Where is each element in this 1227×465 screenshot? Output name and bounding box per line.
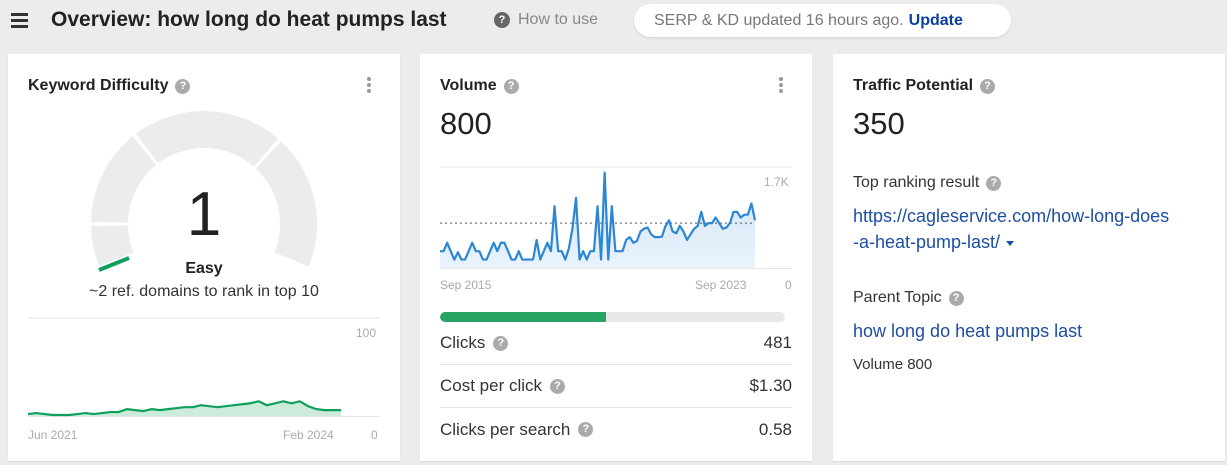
kd-title: Keyword Difficulty ? [28, 77, 191, 95]
clicks-progress-fill [440, 312, 606, 322]
kd-value: 1 [186, 180, 222, 249]
how-to-use-link[interactable]: ? How to use [494, 11, 598, 29]
help-icon[interactable]: ? [503, 78, 519, 94]
tp-title-text: Traffic Potential [853, 77, 974, 94]
top-ranking-url-link[interactable]: https://cagleservice.com/how-long-does -… [853, 203, 1169, 255]
kd-gauge [91, 110, 318, 272]
volume-card: Volume ? 800 1.7K 0 Sep 2015 Sep 2023 Cl… [420, 54, 812, 461]
metric-row-clicks: Clicks? 481 [440, 322, 792, 365]
volume-y-min: 0 [785, 278, 792, 292]
keyword-difficulty-card: Keyword Difficulty ? 1 Easy ~2 ref. doma… [8, 54, 400, 461]
help-icon[interactable]: ? [578, 422, 594, 437]
cps-value: 0.58 [758, 419, 792, 439]
help-icon[interactable]: ? [948, 290, 964, 306]
top-ranking-label-text: Top ranking result [853, 174, 980, 191]
top-ranking-label: Top ranking result ? [853, 174, 1002, 192]
top-ranking-url-line1: https://cagleservice.com/how-long-does [853, 206, 1170, 226]
page-header: Overview: how long do heat pumps last ? … [0, 0, 1227, 46]
parent-topic-link[interactable]: how long do heat pumps last [853, 321, 1083, 341]
metric-row-cpc: Cost per click? $1.30 [440, 365, 792, 408]
cps-label: Clicks per search [440, 419, 571, 439]
tp-title: Traffic Potential ? [853, 77, 996, 95]
volume-y-max: 1.7K [764, 175, 789, 189]
parent-topic-label: Parent Topic ? [853, 289, 964, 307]
kd-gauge-indicator [98, 256, 130, 272]
metric-row-cps: Clicks per search? 0.58 [440, 408, 792, 451]
volume-title: Volume ? [440, 77, 519, 95]
help-icon[interactable]: ? [493, 335, 509, 351]
update-status-pill: SERP & KD updated 16 hours ago. Update [634, 4, 1011, 37]
caret-down-icon[interactable] [1006, 240, 1015, 246]
traffic-potential-card: Traffic Potential ? 350 Top ranking resu… [833, 54, 1225, 461]
clicks-progress-bar [440, 312, 785, 322]
cpc-label: Cost per click [440, 376, 543, 395]
help-icon[interactable]: ? [175, 78, 191, 94]
volume-history-chart [440, 166, 792, 269]
top-ranking-url-line2: -a-heat-pump-last/ [853, 232, 1001, 252]
tp-value: 350 [853, 106, 905, 141]
clicks-value: 481 [763, 333, 792, 352]
kd-rating-label: Easy [185, 260, 223, 277]
page-title: Overview: how long do heat pumps last [51, 8, 447, 31]
kd-y-max: 100 [356, 326, 377, 340]
volume-x-start: Sep 2015 [440, 278, 492, 292]
help-icon[interactable]: ? [550, 378, 566, 394]
parent-topic-label-text: Parent Topic [853, 289, 942, 306]
cpc-value: $1.30 [749, 376, 792, 395]
help-icon[interactable]: ? [980, 78, 996, 94]
update-status-text: SERP & KD updated 16 hours ago. [654, 11, 904, 29]
kd-x-start: Jun 2021 [28, 428, 78, 442]
volume-more-menu-icon[interactable] [777, 77, 785, 95]
volume-title-text: Volume [440, 77, 497, 94]
kd-ref-domains-text: ~2 ref. domains to rank in top 10 [89, 283, 319, 300]
hamburger-icon[interactable] [11, 12, 28, 28]
parent-topic-volume: Volume 800 [853, 356, 933, 373]
clicks-label: Clicks [440, 333, 486, 352]
update-link[interactable]: Update [908, 11, 963, 29]
how-to-use-label: How to use [518, 11, 599, 28]
kd-y-min: 0 [371, 428, 378, 442]
volume-value: 800 [440, 106, 492, 141]
kd-more-menu-icon[interactable] [365, 77, 373, 95]
help-icon: ? [494, 12, 510, 28]
kd-history-chart [27, 317, 380, 417]
help-icon[interactable]: ? [986, 175, 1002, 191]
volume-x-end: Sep 2023 [695, 278, 747, 292]
kd-title-text: Keyword Difficulty [28, 77, 169, 94]
kd-x-end: Feb 2024 [283, 428, 334, 442]
